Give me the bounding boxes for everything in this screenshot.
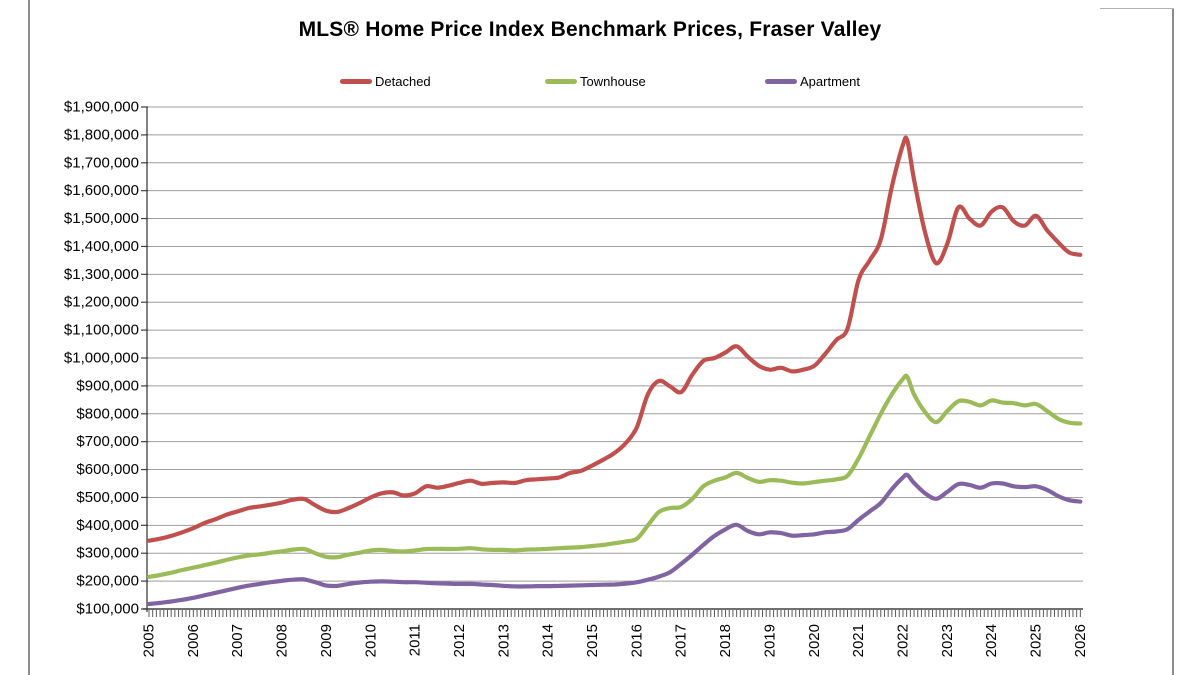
y-tick-label: $1,200,000: [64, 294, 139, 311]
series-line-detached: [146, 135, 1083, 543]
x-tick-label: 2006: [185, 624, 202, 657]
axes: [141, 106, 1083, 612]
x-axis-minor-ticks: [148, 610, 1081, 617]
y-tick-label: $600,000: [76, 461, 139, 478]
y-tick-label: $1,600,000: [64, 182, 139, 199]
x-tick-label: 2019: [761, 624, 778, 657]
y-tick-label: $900,000: [76, 377, 139, 394]
y-tick-label: $1,700,000: [64, 154, 139, 171]
x-tick-label: 2014: [540, 624, 557, 657]
legend-item-apartment: Apartment: [765, 72, 860, 90]
x-tick-label: 2023: [939, 624, 956, 657]
x-tick-label: 2022: [894, 624, 911, 657]
y-tick-label: $1,400,000: [64, 238, 139, 255]
page-right-border: [1172, 8, 1174, 675]
chart-legend: Detached Townhouse Apartment: [0, 72, 1200, 92]
series-line-townhouse: [146, 373, 1083, 579]
y-tick-label: $100,000: [76, 601, 139, 618]
y-tick-label: $700,000: [76, 433, 139, 450]
x-tick-label: 2021: [850, 624, 867, 657]
legend-item-townhouse: Townhouse: [545, 72, 646, 90]
x-axis-labels: 2005 2006 2007 2008 2009 2010 2011 2012 2013 2014…: [141, 624, 1089, 657]
x-tick-label: 2026: [1072, 624, 1089, 657]
page-left-border: [28, 0, 30, 675]
y-tick-label: $200,000: [76, 573, 139, 590]
chart-title: MLS® Home Price Index Benchmark Prices, …: [298, 18, 882, 41]
x-tick-label: 2018: [717, 624, 734, 657]
legend-item-detached: Detached: [340, 72, 431, 90]
x-tick-label: 2012: [451, 624, 468, 657]
x-tick-label: 2013: [495, 624, 512, 657]
detached-line-swatch-icon: [340, 78, 372, 84]
x-tick-label: 2017: [673, 624, 690, 657]
x-tick-label: 2020: [806, 624, 823, 657]
x-tick-label: 2009: [318, 624, 335, 657]
y-tick-label: $1,500,000: [64, 210, 139, 227]
y-tick-label: $1,300,000: [64, 266, 139, 283]
x-tick-label: 2016: [628, 624, 645, 657]
x-tick-label: 2008: [274, 624, 291, 657]
x-tick-label: 2025: [1028, 624, 1045, 657]
y-tick-label: $500,000: [76, 489, 139, 506]
y-tick-label: $1,100,000: [64, 322, 139, 339]
legend-label-detached: Detached: [375, 73, 431, 89]
apartment-line-swatch-icon: [765, 78, 797, 84]
y-tick-label: $400,000: [76, 517, 139, 534]
y-axis-labels: $100,000 $200,000 $300,000 $400,000 $500,000…: [64, 99, 139, 618]
x-tick-label: 2010: [362, 624, 379, 657]
page-top-border: [1100, 8, 1174, 9]
y-gridlines: [147, 106, 1083, 582]
x-tick-label: 2024: [983, 624, 1000, 657]
y-tick-label: $1,900,000: [64, 99, 139, 116]
legend-label-apartment: Apartment: [800, 73, 860, 89]
y-tick-label: $1,800,000: [64, 126, 139, 143]
legend-label-townhouse: Townhouse: [580, 73, 646, 89]
x-tick-label: 2015: [584, 624, 601, 657]
x-tick-label: 2011: [407, 624, 424, 656]
y-tick-label: $800,000: [76, 405, 139, 422]
townhouse-line-swatch-icon: [545, 78, 577, 84]
series-line-apartment: [146, 472, 1083, 607]
x-tick-label: 2005: [141, 624, 158, 657]
x-tick-label: 2007: [229, 624, 246, 657]
y-tick-label: $300,000: [76, 545, 139, 562]
y-tick-label: $1,000,000: [64, 350, 139, 367]
